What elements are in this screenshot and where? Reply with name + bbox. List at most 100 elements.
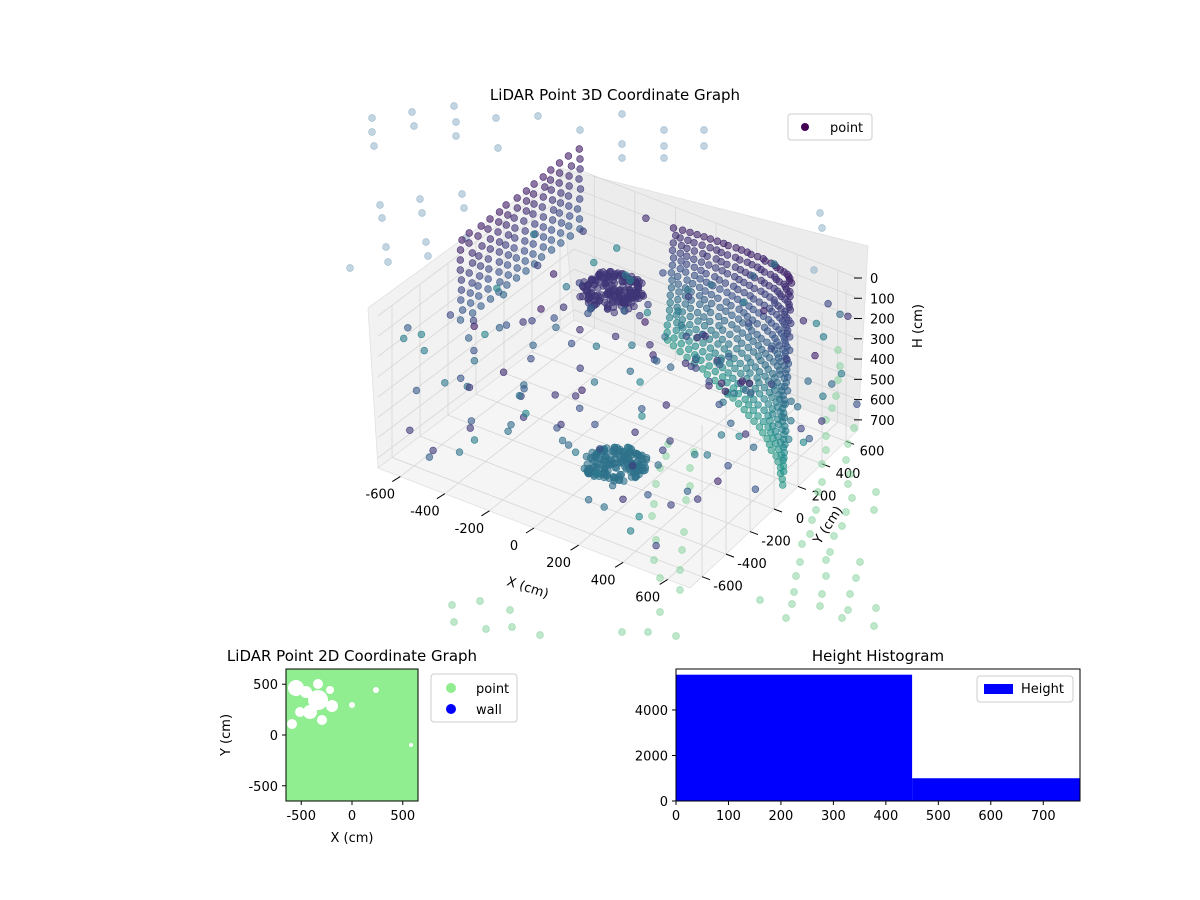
point-3d-617 bbox=[549, 206, 558, 214]
point-3d-632 bbox=[567, 162, 576, 170]
point-3d-592 bbox=[520, 247, 529, 255]
legend-3d: point bbox=[787, 113, 873, 141]
point-3d-645 bbox=[575, 195, 584, 203]
point-3d-142 bbox=[683, 252, 691, 260]
point-3d-63 bbox=[822, 556, 830, 564]
point-3d-165 bbox=[686, 312, 694, 321]
point-3d-30 bbox=[346, 264, 354, 272]
x-tick-3d-5 bbox=[614, 561, 624, 568]
point-3d-633 bbox=[565, 172, 573, 180]
point-3d-32 bbox=[816, 209, 824, 217]
point-3d-516 bbox=[781, 400, 789, 408]
point-3d-623 bbox=[555, 169, 564, 177]
point-3d-330 bbox=[745, 411, 753, 420]
point-3d-130 bbox=[674, 280, 682, 288]
point-3d-1058 bbox=[824, 300, 832, 308]
point-3d-551 bbox=[484, 225, 492, 233]
point-3d-243 bbox=[720, 317, 729, 325]
point-3d-231 bbox=[711, 349, 719, 357]
point-3d-642 bbox=[576, 165, 584, 173]
point-3d-815 bbox=[604, 290, 612, 299]
point-3d-588 bbox=[522, 207, 530, 215]
point-3d-344 bbox=[749, 395, 758, 404]
point-3d-1155 bbox=[745, 379, 754, 387]
point-3d-73 bbox=[844, 606, 852, 614]
point-3d-39 bbox=[828, 404, 836, 412]
point-3d-275 bbox=[733, 325, 741, 333]
plot-2d-gap-7 bbox=[326, 700, 338, 712]
point-3d-1098 bbox=[717, 379, 726, 387]
point-3d-1167 bbox=[567, 339, 576, 348]
point-3d-620 bbox=[547, 236, 556, 244]
grid-h-4 bbox=[377, 248, 859, 398]
point-3d-93 bbox=[650, 556, 658, 564]
point-3d-85 bbox=[536, 631, 544, 639]
point-3d-1168 bbox=[715, 361, 724, 369]
point-3d-1120 bbox=[715, 400, 723, 409]
point-3d-611 bbox=[539, 243, 547, 251]
x-tick-label-2d-0: -500 bbox=[286, 809, 316, 824]
point-3d-72 bbox=[816, 602, 824, 610]
point-3d-220 bbox=[717, 248, 725, 257]
point-3d-1126 bbox=[659, 269, 667, 277]
point-3d-1165 bbox=[626, 527, 635, 535]
point-3d-539 bbox=[466, 299, 475, 307]
point-3d-1020 bbox=[576, 364, 584, 372]
point-3d-115 bbox=[667, 284, 676, 292]
point-3d-325 bbox=[746, 358, 755, 367]
point-3d-74 bbox=[756, 596, 764, 604]
point-3d-1151 bbox=[705, 377, 713, 386]
point-3d-153 bbox=[677, 340, 685, 348]
x-tick-3d-3 bbox=[525, 527, 535, 534]
point-3d-196 bbox=[700, 313, 708, 321]
point-3d-90 bbox=[676, 586, 684, 594]
point-3d-1027 bbox=[812, 319, 821, 328]
point-3d-999 bbox=[684, 293, 693, 301]
point-3d-532 bbox=[465, 229, 473, 237]
point-3d-295 bbox=[737, 369, 745, 378]
point-3d-34 bbox=[810, 266, 818, 274]
point-3d-140 bbox=[684, 236, 692, 245]
point-3d-84 bbox=[508, 623, 516, 631]
point-3d-324 bbox=[749, 348, 758, 356]
x-tick-label-3d-5: 400 bbox=[591, 573, 616, 588]
point-3d-1085 bbox=[674, 307, 682, 315]
hist-y-tick-label-1: 2000 bbox=[635, 749, 668, 764]
point-3d-616 bbox=[548, 196, 557, 204]
point-3d-345 bbox=[749, 406, 758, 415]
point-3d-1075 bbox=[767, 380, 776, 388]
point-3d-191 bbox=[702, 270, 710, 278]
point-3d-60 bbox=[798, 540, 806, 548]
point-3d-94 bbox=[678, 546, 686, 554]
point-3d-1003 bbox=[818, 417, 826, 425]
point-3d-542 bbox=[474, 232, 482, 240]
point-3d-66 bbox=[822, 572, 830, 580]
point-3d-48 bbox=[818, 478, 826, 486]
point-3d-589 bbox=[520, 217, 528, 225]
point-3d-1041 bbox=[425, 453, 434, 461]
point-3d-20 bbox=[376, 201, 384, 209]
point-3d-1128 bbox=[626, 367, 634, 375]
point-3d-1106 bbox=[721, 387, 729, 395]
point-3d-634 bbox=[565, 182, 573, 190]
grid-y-5 bbox=[531, 199, 823, 465]
point-3d-13 bbox=[452, 132, 460, 140]
x-tick-3d-0 bbox=[392, 476, 401, 482]
point-3d-977 bbox=[603, 470, 611, 479]
point-3d-1144 bbox=[724, 352, 733, 361]
point-3d-166 bbox=[686, 321, 694, 329]
point-3d-83 bbox=[482, 625, 490, 633]
point-3d-828 bbox=[605, 276, 613, 284]
point-3d-579 bbox=[510, 214, 518, 222]
point-3d-96 bbox=[680, 528, 688, 536]
point-3d-1011 bbox=[853, 400, 861, 408]
point-3d-822 bbox=[634, 282, 643, 290]
point-3d-1057 bbox=[681, 359, 690, 367]
point-3d-529 bbox=[457, 296, 465, 304]
point-3d-279 bbox=[731, 364, 739, 373]
point-3d-988 bbox=[588, 455, 596, 463]
y-tick-3d-3 bbox=[773, 508, 783, 513]
point-3d-354 bbox=[757, 334, 765, 343]
point-3d-1111 bbox=[740, 298, 748, 306]
point-3d-582 bbox=[510, 244, 518, 252]
